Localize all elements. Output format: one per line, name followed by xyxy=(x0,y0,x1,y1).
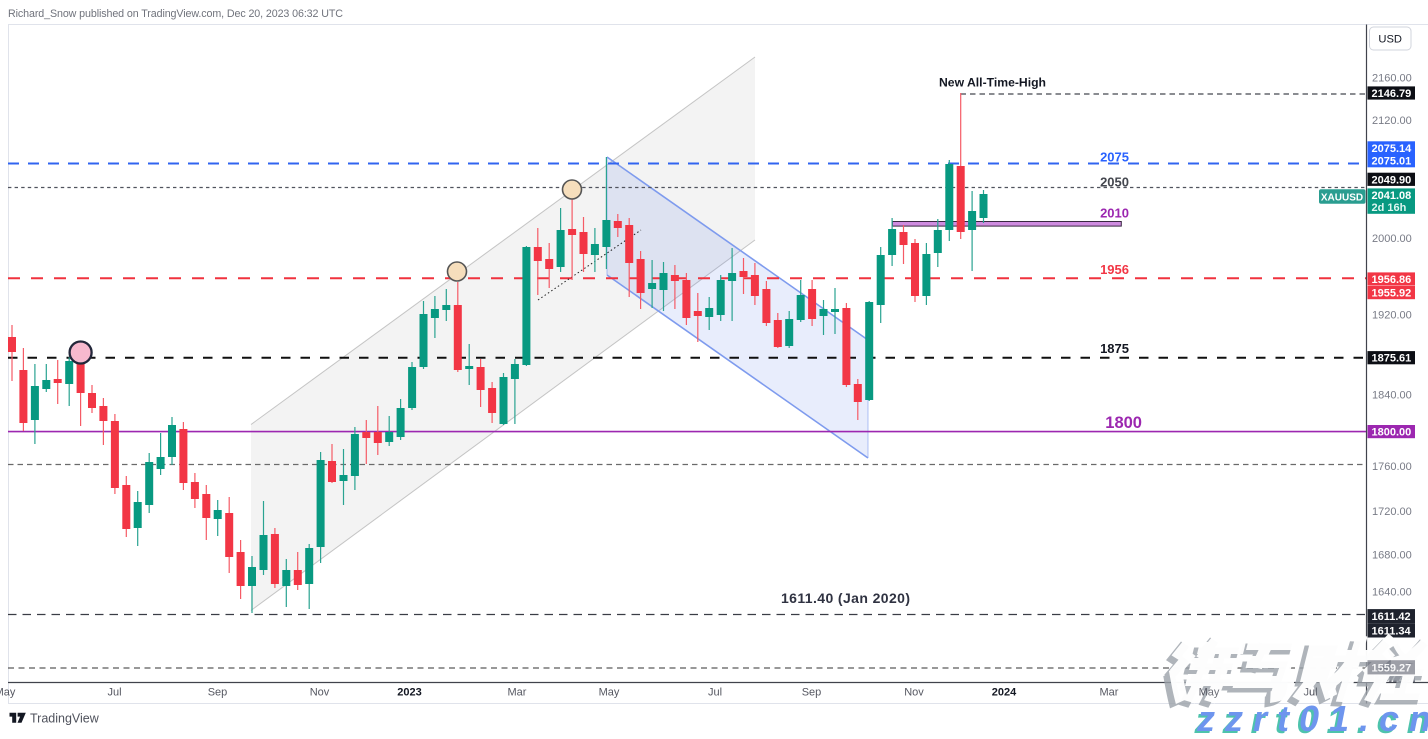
svg-text:May: May xyxy=(1199,687,1220,699)
svg-text:1800.00: 1800.00 xyxy=(1372,427,1412,439)
svg-text:Richard_Snow published on Trad: Richard_Snow published on TradingView.co… xyxy=(8,8,343,20)
svg-text:2075: 2075 xyxy=(1100,150,1129,165)
svg-text:2120.00: 2120.00 xyxy=(1372,115,1412,127)
svg-text:Mar: Mar xyxy=(508,687,527,699)
svg-text:1840.00: 1840.00 xyxy=(1372,389,1412,401)
svg-text:Sep: Sep xyxy=(802,687,822,699)
svg-text:1611.40 (Jan 2020): 1611.40 (Jan 2020) xyxy=(781,590,910,606)
svg-text:2160.00: 2160.00 xyxy=(1372,73,1412,85)
svg-text:May: May xyxy=(599,687,620,699)
svg-text:1956.86: 1956.86 xyxy=(1372,274,1412,286)
svg-text:2d 16h: 2d 16h xyxy=(1372,202,1407,214)
svg-text:2146.79: 2146.79 xyxy=(1372,88,1412,100)
svg-text:1640.00: 1640.00 xyxy=(1372,587,1412,599)
svg-text:1875: 1875 xyxy=(1100,341,1129,356)
svg-text:1920.00: 1920.00 xyxy=(1372,310,1412,322)
svg-text:Jul: Jul xyxy=(1303,687,1317,699)
svg-text:1800: 1800 xyxy=(1105,414,1142,432)
svg-text:XAUUSD: XAUUSD xyxy=(1321,192,1363,203)
svg-text:2041.08: 2041.08 xyxy=(1372,190,1412,202)
svg-text:Mar: Mar xyxy=(1100,687,1119,699)
svg-text:1955.92: 1955.92 xyxy=(1372,288,1412,300)
svg-text:2075.14: 2075.14 xyxy=(1372,143,1413,155)
svg-text:Jul: Jul xyxy=(708,687,722,699)
svg-text:1956: 1956 xyxy=(1100,262,1129,277)
svg-text:Nov: Nov xyxy=(904,687,924,699)
svg-text:1611.42: 1611.42 xyxy=(1372,611,1411,623)
svg-text:May: May xyxy=(0,687,16,699)
svg-text:1875.61: 1875.61 xyxy=(1372,353,1412,365)
svg-text:Nov: Nov xyxy=(310,687,330,699)
svg-text:2000.00: 2000.00 xyxy=(1372,233,1412,245)
svg-text:Jul: Jul xyxy=(107,687,121,699)
svg-text:1680.00: 1680.00 xyxy=(1372,550,1412,562)
svg-text:USD: USD xyxy=(1378,33,1402,45)
svg-text:2050: 2050 xyxy=(1100,175,1129,190)
svg-text:2075.01: 2075.01 xyxy=(1372,156,1412,168)
svg-text:zzrt01.cn: zzrt01.cn xyxy=(1196,698,1428,734)
svg-text:1760.00: 1760.00 xyxy=(1372,461,1412,473)
svg-text:1559.27: 1559.27 xyxy=(1372,662,1412,674)
svg-text:1720.00: 1720.00 xyxy=(1372,506,1412,518)
svg-text:2024: 2024 xyxy=(992,687,1017,699)
svg-text:TradingView: TradingView xyxy=(30,712,100,726)
svg-text:New All-Time-High: New All-Time-High xyxy=(939,76,1046,90)
svg-text:2049.90: 2049.90 xyxy=(1372,174,1412,186)
svg-text:2023: 2023 xyxy=(397,687,421,699)
svg-text:2010: 2010 xyxy=(1100,206,1129,221)
svg-text:Sep: Sep xyxy=(208,687,228,699)
svg-text:1611.34: 1611.34 xyxy=(1372,625,1412,637)
